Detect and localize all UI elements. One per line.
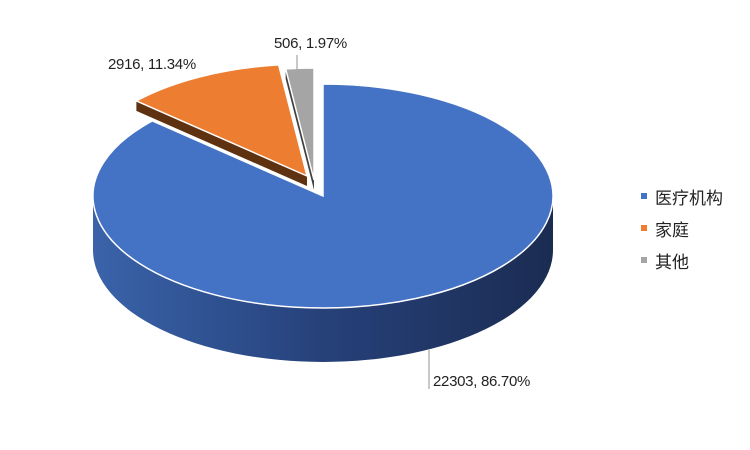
legend-label-0: 医疗机构 xyxy=(655,188,723,208)
legend-label-1: 家庭 xyxy=(655,220,689,240)
data-label-2: 506, 1.97% xyxy=(274,35,347,52)
slice-0 xyxy=(92,83,554,309)
legend-marker-0 xyxy=(641,193,647,199)
slice-2 xyxy=(284,67,315,181)
legend-item-0: 医疗机构 xyxy=(641,180,723,212)
legend-item-2: 其他 xyxy=(641,244,723,276)
data-label-0: 22303, 86.70% xyxy=(433,373,531,390)
legend-item-1: 家庭 xyxy=(641,212,723,244)
slice-side-1 xyxy=(136,100,307,186)
legend-label-2: 其他 xyxy=(655,252,689,272)
legend-marker-2 xyxy=(641,257,647,263)
slice-side-0 xyxy=(93,196,553,362)
legend-marker-1 xyxy=(641,225,647,231)
data-label-1: 2916, 11.34% xyxy=(108,56,196,73)
legend: 医疗机构 家庭 其他 xyxy=(641,180,723,276)
slice-1 xyxy=(134,64,309,178)
